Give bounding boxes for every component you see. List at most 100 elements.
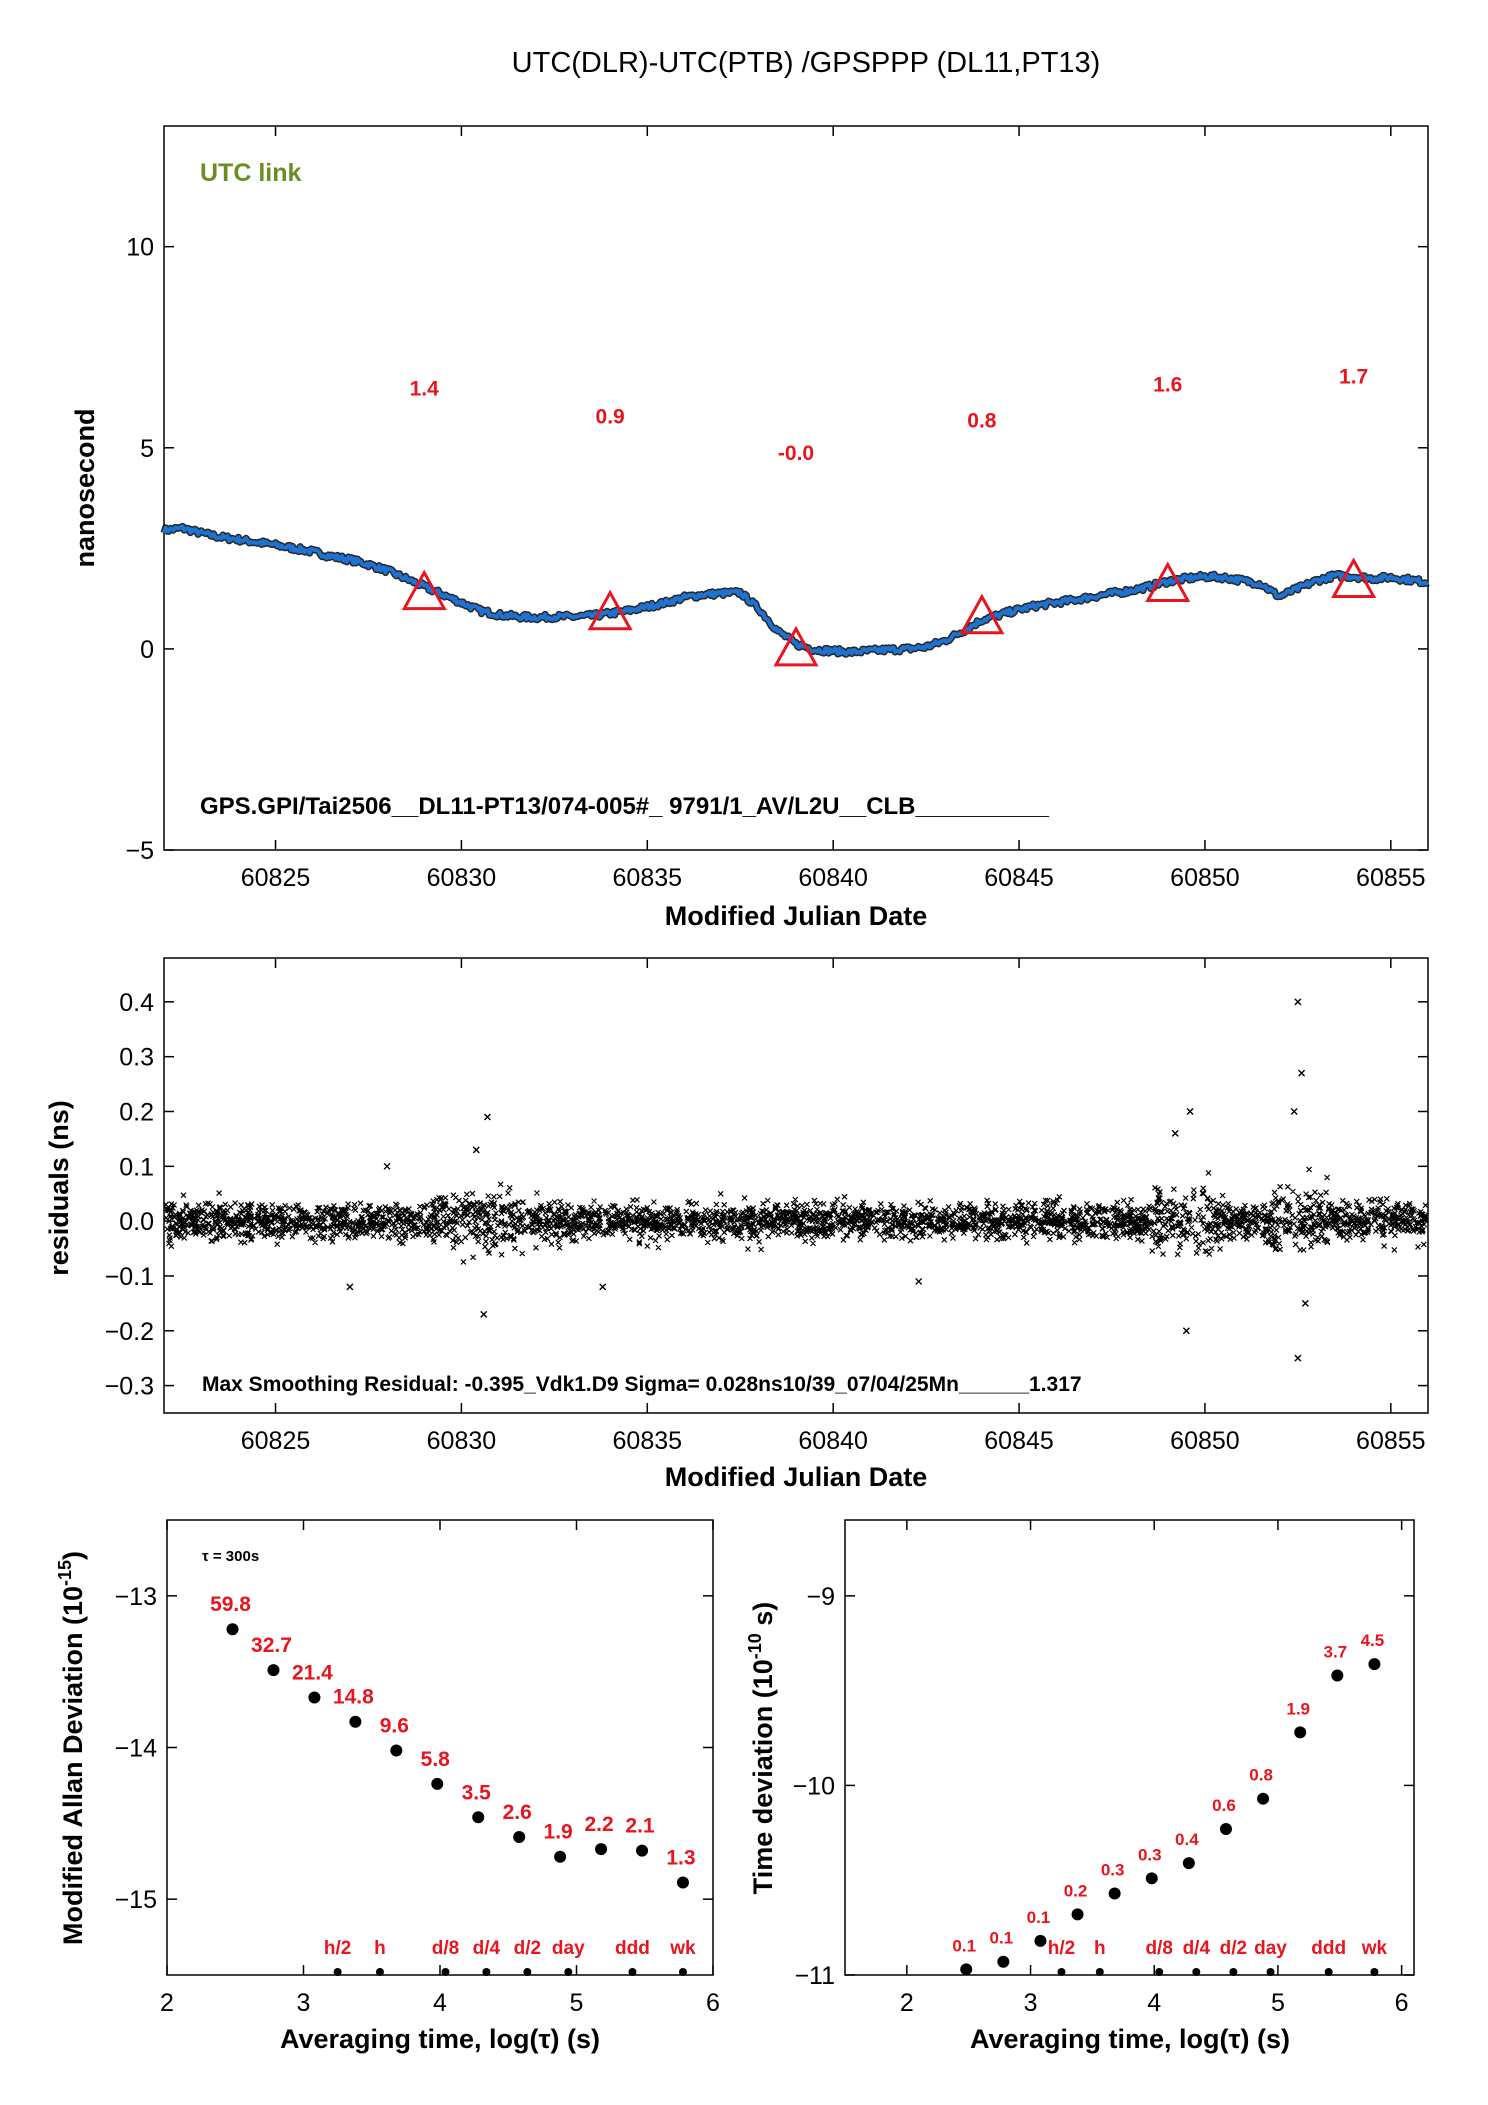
panel2-x-label: Modified Julian Date: [665, 1462, 928, 1492]
panel4-point-label: 0.1: [1027, 1908, 1051, 1927]
residual-outlier: [1182, 1327, 1190, 1335]
panel2-x-axis: 60825 60830 60835 60840 60845 60850 60855: [241, 958, 1426, 1455]
panel3-reference-label: d/2: [514, 1938, 541, 1959]
panel3-point-label: 59.8: [210, 1593, 251, 1616]
panel4-reference-dot: [1095, 1968, 1104, 1976]
panel4-data-point: [1145, 1872, 1158, 1885]
panel3-x-tick-label: 2: [160, 1989, 174, 2017]
panel3-y-tick-label: −15: [115, 1886, 157, 1914]
residual-outlier: [1171, 1129, 1179, 1137]
panel1-y-tick-label: 5: [140, 435, 154, 463]
triangle-marker: [401, 569, 447, 611]
panel4-y-label: Time deviation (10-10 s): [745, 1602, 778, 1895]
residual-outlier: [1301, 1299, 1309, 1307]
panel4-x-tick-label: 2: [900, 1989, 914, 2017]
panel2-y-tick-label: 0.4: [119, 989, 154, 1017]
panel1-y-label: nanosecond: [70, 408, 100, 567]
panel4-x-label: Averaging time, log(τ) (s): [970, 2024, 1290, 2054]
panel3-reference-dot: [482, 1968, 491, 1976]
panel3-data-point: [636, 1844, 649, 1857]
panel4-x-tick-label: 3: [1024, 1989, 1038, 2017]
panel3-point-label: 14.8: [333, 1686, 374, 1709]
series-line: [162, 524, 1429, 657]
panel3-point-label: 1.3: [666, 1846, 695, 1869]
residual-outlier: [346, 1283, 354, 1291]
panel4-point-label: 0.6: [1212, 1796, 1236, 1815]
residual-outlier: [1294, 998, 1302, 1006]
panel3-point-label: 2.6: [503, 1801, 532, 1824]
panel4-reference-label: wk: [1361, 1938, 1388, 1959]
triangle-marker: [773, 625, 819, 667]
triangle-marker: [959, 593, 1005, 635]
panel3-reference-label: d/4: [473, 1938, 501, 1959]
panel4-point-label: 4.5: [1361, 1631, 1385, 1650]
marker-value-label: 0.9: [596, 406, 625, 429]
panel1-info-line: GPS.GPI/Tai2506__DL11-PT13/074-005#_ 979…: [200, 793, 1050, 820]
panel1-x-axis: 60825 60830 60835 60840 60845 60850 60855: [241, 126, 1426, 892]
panel2-residual-points: [162, 998, 1429, 1362]
residual-outlier: [483, 1113, 491, 1121]
panel3-reference-dot: [564, 1968, 573, 1976]
panel3-data-point: [513, 1830, 526, 1843]
panel3-reference-dot: [523, 1968, 532, 1976]
panel3-point-label: 2.2: [584, 1813, 613, 1836]
panel3-data-point: [267, 1664, 280, 1677]
tau-note: τ = 300s: [202, 1548, 259, 1565]
panel4-point-label: 0.1: [990, 1929, 1014, 1948]
residual-outlier: [383, 1162, 391, 1170]
panel3-y-tick-label: −14: [115, 1735, 158, 1763]
triangle-marker: [1331, 557, 1377, 599]
panel4-point-label: 1.9: [1286, 1699, 1310, 1718]
panel3-x-tick-label: 3: [297, 1989, 311, 2017]
panel3-reference-label: h/2: [324, 1938, 351, 1959]
panel3-data-point: [226, 1623, 239, 1636]
panel3-point-label: 3.5: [462, 1781, 492, 1804]
panel4-y-label-exponent: -10: [745, 1633, 765, 1659]
panel4-point-label: 0.2: [1064, 1881, 1088, 1900]
panel4-y-label-end: s): [748, 1602, 778, 1634]
panel2-x-tick-label: 60830: [427, 1427, 497, 1455]
panel1-y-tick-label: −5: [125, 837, 154, 865]
panel3-x-tick-label: 4: [433, 1989, 447, 2017]
panel3-y-label-exponent: -15: [55, 1560, 75, 1586]
panel2-y-tick-label: −0.2: [105, 1318, 154, 1346]
panel3-x-tick-label: 6: [706, 1989, 720, 2017]
panel2-x-tick-label: 60845: [984, 1427, 1054, 1455]
panel3-reference-dot: [628, 1968, 637, 1976]
panel1-y-tick-label: 0: [140, 636, 154, 664]
panel3-point-label: 32.7: [251, 1634, 292, 1657]
residual-outlier: [472, 1146, 480, 1154]
residual-outlier: [1294, 1354, 1302, 1362]
panel2-y-tick-label: 0.2: [119, 1098, 154, 1126]
panel3-data-point: [390, 1744, 403, 1757]
panel2-y-tick-label: −0.3: [105, 1373, 154, 1401]
triangle-marker: [1145, 561, 1191, 603]
residual-cloud: [162, 1166, 1429, 1265]
panel1-x-label: Modified Julian Date: [665, 901, 928, 931]
panel3-point-label: 9.6: [380, 1715, 409, 1738]
panel4-data-point: [1331, 1669, 1344, 1682]
panel2-x-tick-label: 60825: [241, 1427, 311, 1455]
residual-outlier: [1298, 1069, 1306, 1077]
panel4-point-label: 0.8: [1249, 1766, 1273, 1785]
panel2-y-tick-label: 0.3: [119, 1044, 154, 1072]
panel4-y-tick-label: −11: [794, 1962, 835, 1990]
residual-outlier: [480, 1310, 488, 1318]
panel3-data-point: [472, 1811, 485, 1824]
panel4-data-point: [960, 1963, 973, 1976]
panel4-reference-label: ddd: [1311, 1938, 1346, 1959]
panel2-info-line: Max Smoothing Residual: -0.395_Vdk1.D9 S…: [202, 1373, 1082, 1396]
panel2-y-tick-label: −0.1: [105, 1263, 154, 1291]
panel2-x-tick-label: 60855: [1356, 1427, 1426, 1455]
panel3-point-label: 5.8: [421, 1748, 451, 1771]
panel3-data-point: [676, 1876, 689, 1889]
panel1-x-tick-label: 60845: [984, 864, 1054, 892]
panel4-y-label-main: Time deviation (10: [748, 1659, 778, 1894]
panel1-y-tick-label: 10: [126, 234, 154, 262]
panel3-data-point: [308, 1691, 321, 1704]
panel4-reference-dot: [1229, 1968, 1238, 1976]
panel2-y-tick-label: 0.1: [119, 1153, 154, 1181]
